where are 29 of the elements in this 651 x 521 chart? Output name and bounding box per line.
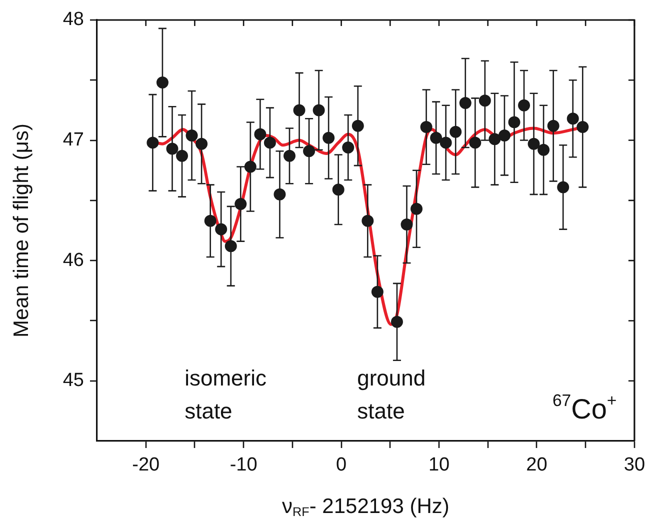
point bbox=[538, 144, 550, 156]
point bbox=[264, 136, 276, 149]
point bbox=[196, 138, 208, 150]
point bbox=[215, 223, 228, 236]
point bbox=[303, 145, 316, 158]
point bbox=[284, 150, 296, 162]
x-tick-label: -20 bbox=[132, 454, 160, 476]
y-tick-label: 45 bbox=[62, 370, 84, 392]
y-tick-label: 47 bbox=[62, 130, 84, 151]
point bbox=[518, 99, 530, 112]
point bbox=[410, 202, 423, 215]
y-tick-label: 48 bbox=[62, 9, 84, 30]
point bbox=[156, 76, 168, 89]
y-axis-title: Mean time of flight (μs) bbox=[10, 124, 33, 338]
annotation: ground state bbox=[357, 366, 426, 424]
x-tick-label: 0 bbox=[336, 454, 347, 476]
point bbox=[390, 316, 403, 328]
point bbox=[244, 160, 256, 173]
x-tick-label: 30 bbox=[624, 454, 646, 476]
point bbox=[322, 132, 335, 144]
point bbox=[478, 94, 491, 107]
x-tick-label: 20 bbox=[526, 454, 548, 476]
y-tick-label: 46 bbox=[62, 250, 84, 271]
annotation: isomeric state bbox=[184, 366, 267, 424]
point bbox=[371, 286, 384, 298]
point bbox=[176, 150, 188, 162]
point bbox=[498, 129, 510, 142]
x-tick-label: -10 bbox=[230, 454, 258, 476]
x-tick-label: 10 bbox=[428, 454, 450, 476]
